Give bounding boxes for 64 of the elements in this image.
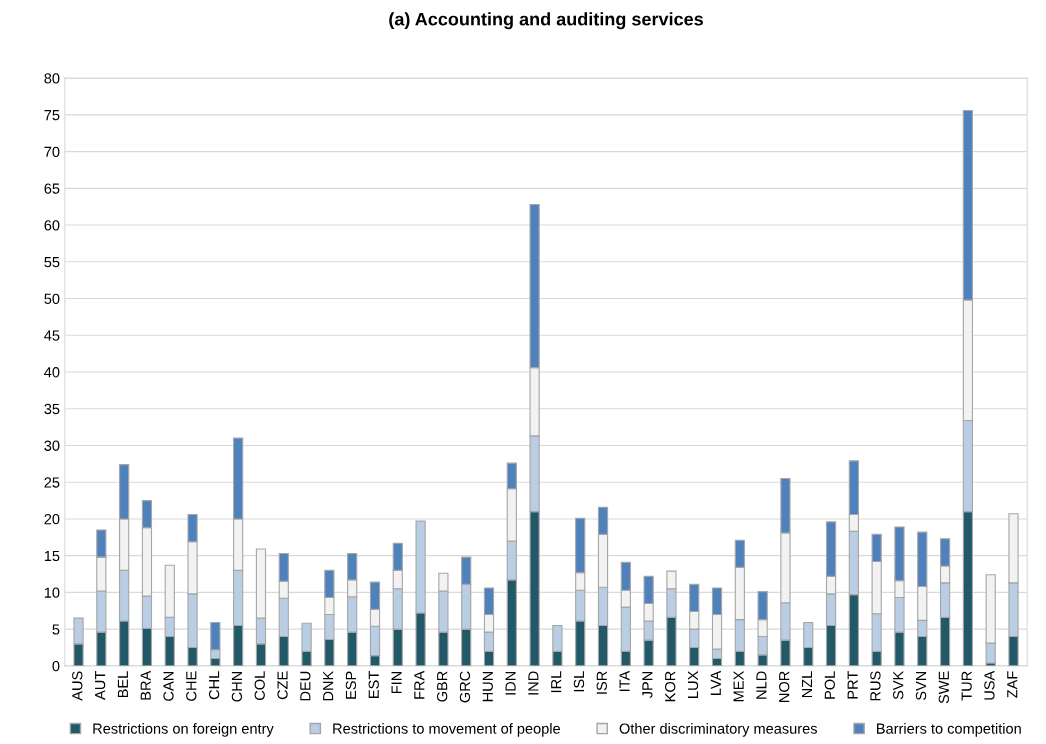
x-tick-label: CAN xyxy=(163,671,174,701)
y-tick-label: 50 xyxy=(44,293,60,304)
x-tick-label: COL xyxy=(254,671,265,700)
x-tick-label: SVK xyxy=(893,670,904,700)
y-tick-label: 80 xyxy=(44,73,60,84)
x-tick-label: JPN xyxy=(642,671,653,699)
x-tick-label: AUT xyxy=(95,671,106,700)
y-tick-label: 10 xyxy=(44,587,60,598)
x-tick-label: LVA xyxy=(710,670,721,695)
y-tick-label: 55 xyxy=(44,257,60,268)
x-tick-label: AUS xyxy=(72,671,83,701)
x-tick-label: POL xyxy=(824,671,835,699)
x-tick-label: GBR xyxy=(436,671,448,702)
x-tick-label: RUS xyxy=(870,671,881,701)
x-tick-label: SWE xyxy=(938,671,949,704)
y-tick-label: 35 xyxy=(44,403,60,415)
legend-label: Barriers to competition xyxy=(877,723,1021,737)
x-tick-label: ESP xyxy=(345,671,357,699)
x-tick-label: FRA xyxy=(414,670,425,699)
x-tick-label: DEU xyxy=(300,671,311,701)
x-tick-label: KOR xyxy=(665,671,676,702)
x-tick-label: NZL xyxy=(801,671,813,698)
x-tick-label: SVN xyxy=(915,671,927,701)
legend-label: Other discriminatory measures xyxy=(619,723,817,737)
y-tick-label: 20 xyxy=(44,514,60,525)
y-tick-label: 70 xyxy=(44,146,60,158)
x-tick-label: BRA xyxy=(140,670,151,700)
x-tick-label: CHE xyxy=(186,671,197,701)
x-tick-label: PRT xyxy=(847,671,858,699)
x-tick-label: USA xyxy=(984,670,995,700)
x-tick-label: ISR xyxy=(596,671,607,694)
x-tick-label: IND xyxy=(528,671,539,695)
x-tick-label: IRL xyxy=(551,671,562,693)
x-tick-label: NLD xyxy=(756,671,767,699)
x-tick-label: LUX xyxy=(687,671,699,698)
x-tick-label: HUN xyxy=(482,671,493,702)
x-tick-label: BEL xyxy=(117,671,128,698)
y-tick-label: 60 xyxy=(44,220,60,231)
y-tick-label: 45 xyxy=(44,330,60,341)
chart-title: (a) Accounting and auditing services xyxy=(389,12,703,30)
x-tick-label: CHN xyxy=(231,671,243,702)
x-tick-label: TUR xyxy=(961,671,972,701)
x-tick-label: ZAF xyxy=(1007,671,1018,698)
y-tick-label: 5 xyxy=(52,624,60,635)
x-tick-label: IDN xyxy=(505,671,516,695)
x-tick-label: NOR xyxy=(779,671,790,702)
y-tick-label: 65 xyxy=(44,183,60,194)
x-tick-label: EST xyxy=(368,671,379,698)
y-tick-label: 40 xyxy=(44,367,60,378)
x-tick-label: CZE xyxy=(277,671,288,700)
y-tick-label: 30 xyxy=(44,440,60,451)
y-tick-label: 25 xyxy=(44,477,60,488)
x-tick-label: MEX xyxy=(733,671,744,702)
x-tick-label: FIN xyxy=(391,671,402,694)
y-tick-label: 0 xyxy=(52,660,60,672)
x-tick-label: DNK xyxy=(323,670,334,701)
legend-label: Restrictions on foreign entry xyxy=(93,723,274,737)
legend-label: Restrictions to movement of people xyxy=(333,723,560,737)
y-tick-label: 75 xyxy=(44,110,60,121)
x-tick-label: ISL xyxy=(573,671,585,692)
x-tick-label: ITA xyxy=(619,670,630,692)
x-tick-label: CHL xyxy=(208,671,220,700)
x-tick-label: GRC xyxy=(459,671,471,703)
y-tick-label: 15 xyxy=(44,550,60,562)
